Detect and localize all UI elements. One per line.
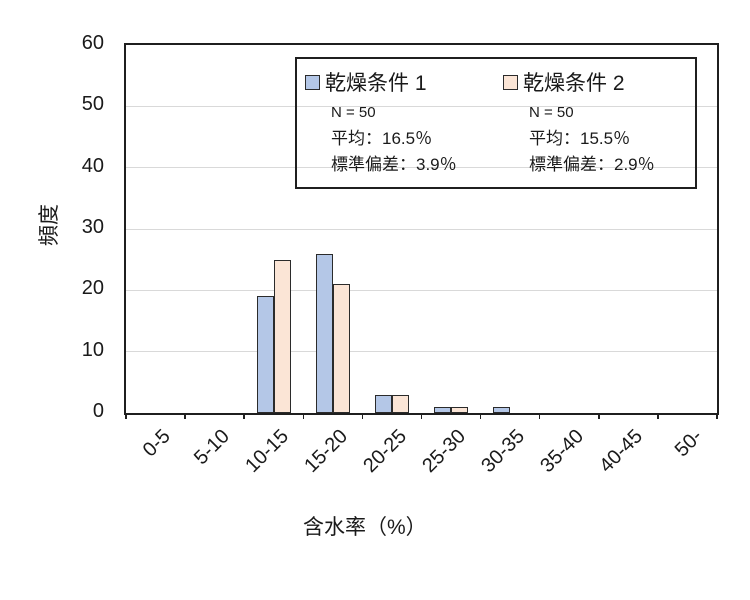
bar-series2-20-25 [391, 394, 409, 413]
bar-series2-15-20 [332, 284, 350, 413]
x-tick-mark [479, 413, 482, 419]
legend-header: 乾燥条件 1 [305, 70, 457, 95]
x-tick-label-40-45: 40-45 [595, 425, 648, 478]
legend-stat-line: 標準偏差：2.9％ [529, 155, 655, 174]
legend-swatch-icon [305, 74, 320, 90]
gridline-y-10 [126, 351, 717, 353]
gridline-y-30 [126, 228, 717, 230]
x-tick-mark [538, 413, 541, 419]
bar-series1-25-30 [434, 406, 452, 413]
y-tick-label-50: 50 [81, 93, 104, 116]
x-tick-mark [361, 413, 364, 419]
bar-series1-10-15 [256, 296, 274, 413]
y-tick-label-40: 40 [81, 154, 104, 177]
legend-entry-series1: 乾燥条件 1 N = 50 平均：16.5％ 標準偏差：3.9％ [305, 59, 457, 178]
legend-stats: N = 50 平均：16.5％ 標準偏差：3.9％ [331, 100, 457, 178]
gridline-y-40 [126, 167, 717, 169]
x-tick-mark [243, 413, 245, 419]
legend-stat-line: N = 50 [331, 104, 376, 121]
x-tick-mark [125, 413, 127, 419]
plot-area [124, 43, 719, 419]
x-tick-mark [716, 413, 718, 419]
legend-series-label: 乾燥条件 2 [523, 72, 625, 95]
legend: 乾燥条件 1 N = 50 平均：16.5％ 標準偏差：3.9％ 乾燥条件 2 N = 5… [295, 57, 697, 189]
y-tick-label-60: 60 [81, 32, 104, 54]
bar-series1-30-35 [493, 406, 511, 413]
legend-swatch-icon [503, 74, 518, 90]
x-tick-label-25-30: 25-30 [418, 425, 470, 478]
x-tick-label-5-10: 5-10 [189, 425, 234, 470]
bar-series1-20-25 [374, 394, 392, 413]
bar-series1-15-20 [315, 253, 333, 413]
x-tick-label-30-35: 30-35 [477, 425, 530, 478]
x-tick-mark [420, 413, 423, 419]
bar-series2-10-15 [273, 259, 291, 413]
x-tick-mark [657, 413, 659, 419]
y-tick-label-20: 20 [81, 277, 104, 300]
x-tick-mark [302, 413, 305, 419]
x-tick-label-35-40: 35-40 [536, 425, 589, 478]
legend-stat-line: N = 50 [529, 104, 574, 121]
x-tick-label-10-15: 10-15 [240, 425, 293, 478]
legend-stat-line: 平均：16.5％ [331, 129, 433, 148]
y-tick-label-30: 30 [81, 216, 104, 238]
legend-header: 乾燥条件 2 [503, 70, 655, 95]
x-tick-label-50-: 50- [670, 425, 707, 462]
y-tick-label-0: 0 [92, 400, 104, 422]
x-axis-title: 含水率（%） [303, 516, 427, 539]
x-tick-label-15-20: 15-20 [299, 425, 352, 478]
legend-stats: N = 50 平均：15.5％ 標準偏差：2.9％ [529, 100, 655, 178]
legend-stat-line: 標準偏差：3.9％ [331, 155, 457, 174]
gridline-y-50 [126, 105, 717, 107]
x-tick-label-20-25: 20-25 [359, 425, 411, 478]
legend-series-label: 乾燥条件 1 [325, 72, 427, 95]
legend-entry-series2: 乾燥条件 2 N = 50 平均：15.5％ 標準偏差：2.9％ [503, 59, 655, 178]
bar-series2-25-30 [451, 406, 469, 413]
x-tick-mark [184, 413, 186, 419]
x-tick-mark [598, 413, 600, 419]
legend-stat-line: 平均：15.5％ [529, 129, 631, 148]
x-tick-label-0-5: 0-5 [138, 425, 175, 462]
gridline-y-20 [126, 289, 717, 291]
y-tick-label-10: 10 [81, 338, 104, 361]
